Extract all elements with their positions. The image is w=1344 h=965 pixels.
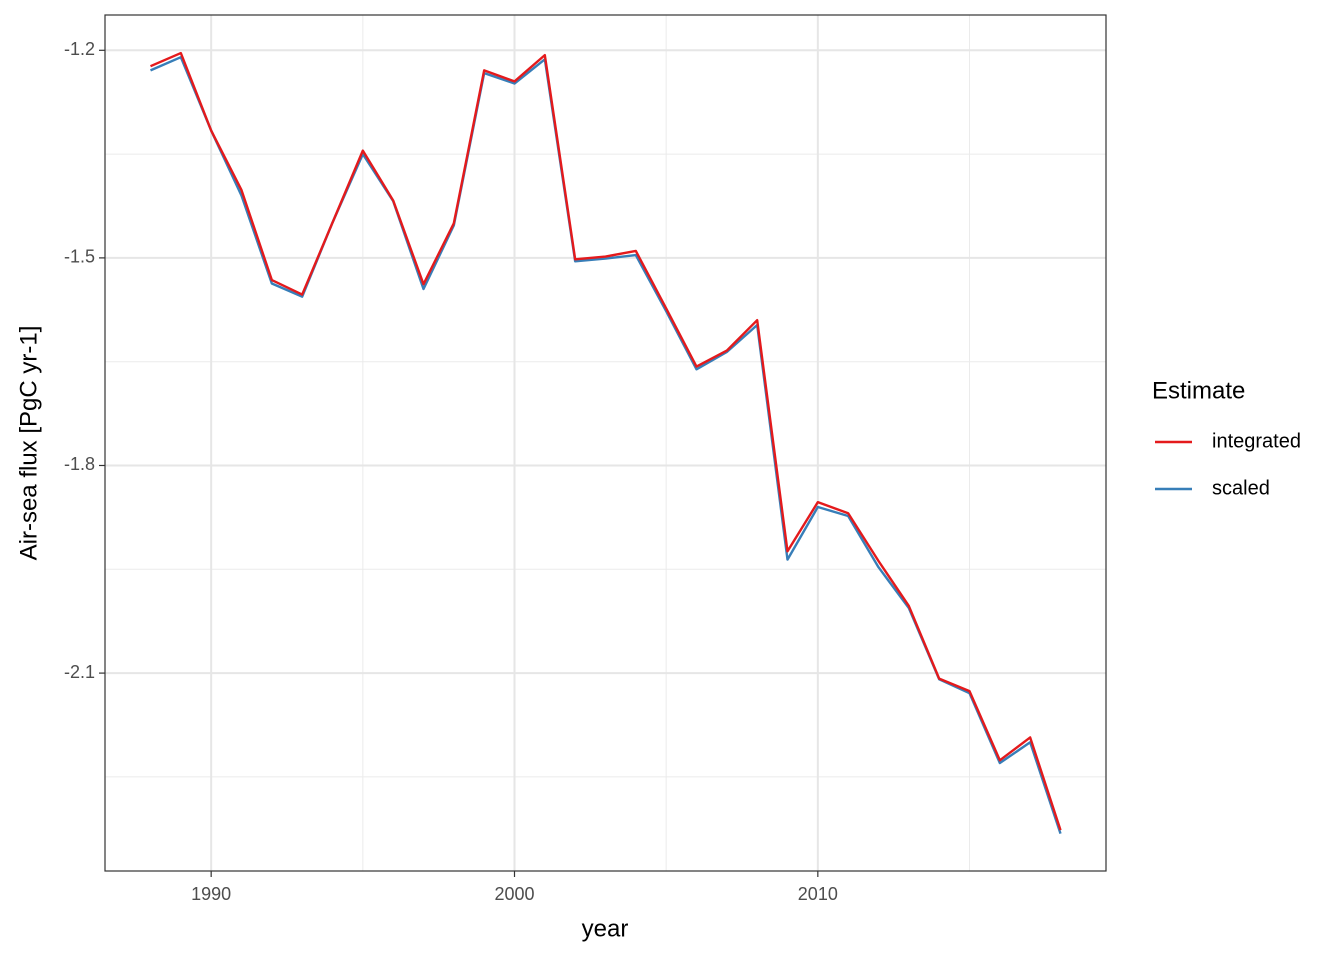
- series-line: [150, 51, 1062, 831]
- y-tick-label: -1.8: [64, 454, 95, 474]
- y-tick-label: -2.1: [64, 662, 95, 682]
- legend-title: Estimate: [1152, 377, 1245, 404]
- lines: [150, 51, 1062, 835]
- y-tick-label: -1.2: [64, 39, 95, 59]
- legend: Estimate integrated scaled: [1152, 377, 1301, 499]
- y-axis-title: Air-sea flux [PgC yr-1]: [15, 326, 42, 561]
- x-axis-title: year: [582, 915, 629, 942]
- legend-label: scaled: [1212, 477, 1270, 499]
- legend-label: integrated: [1212, 430, 1301, 452]
- y-tick-label: -1.5: [64, 247, 95, 267]
- x-tick-label: 2000: [494, 884, 534, 904]
- x-tick-label: 2010: [798, 884, 838, 904]
- panel-border: [104, 14, 1107, 872]
- x-tick-label: 1990: [191, 884, 231, 904]
- axes: -1.2 -1.5 -1.8 -2.1 1990 2000 2010: [64, 39, 838, 904]
